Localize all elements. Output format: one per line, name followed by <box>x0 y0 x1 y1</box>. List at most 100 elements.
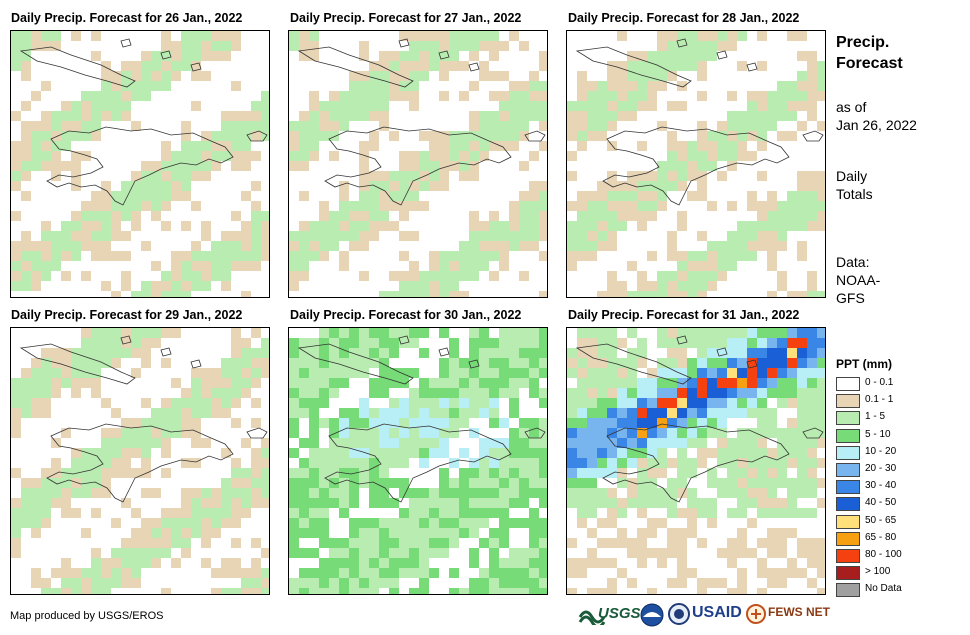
precip-cell <box>607 71 617 81</box>
precip-cell <box>529 358 539 368</box>
precip-cell <box>697 458 707 468</box>
precip-cell <box>567 111 577 121</box>
precip-cell <box>529 568 539 578</box>
precip-cell <box>597 368 607 378</box>
precip-cell <box>131 428 141 438</box>
precip-cell <box>231 478 241 488</box>
precip-cell <box>797 251 807 261</box>
precip-cell <box>757 558 767 568</box>
precip-cell <box>677 281 687 291</box>
precip-cell <box>101 468 111 478</box>
precip-cell <box>91 508 101 518</box>
precip-cell <box>797 81 807 91</box>
precip-cell <box>359 428 369 438</box>
precip-cell <box>369 191 379 201</box>
precip-cell <box>31 378 41 388</box>
precip-cell <box>519 558 529 568</box>
precip-cell <box>221 398 231 408</box>
precip-cell <box>469 458 479 468</box>
precip-cell <box>151 418 161 428</box>
precip-cell <box>81 358 91 368</box>
precip-cell <box>51 458 61 468</box>
coastline <box>676 38 688 48</box>
precip-cell <box>597 388 607 398</box>
precip-cell <box>201 408 211 418</box>
precip-cell <box>687 518 697 528</box>
precip-cell <box>319 468 329 478</box>
precip-cell <box>171 518 181 528</box>
precip-cell <box>539 518 547 528</box>
precip-cell <box>339 251 349 261</box>
precip-cell <box>11 31 21 41</box>
precip-cell <box>687 31 697 41</box>
precip-cell <box>231 468 241 478</box>
precip-cell <box>539 101 547 111</box>
precip-cell <box>479 398 489 408</box>
coastline <box>190 359 202 369</box>
precip-cell <box>667 61 677 71</box>
precip-cell <box>379 101 389 111</box>
precip-cell <box>767 488 777 498</box>
precip-cell <box>657 291 667 297</box>
precip-cell <box>309 358 319 368</box>
precip-cell <box>617 498 627 508</box>
precip-cell <box>329 338 339 348</box>
precip-cell <box>539 251 547 261</box>
precip-cell <box>161 528 171 538</box>
precip-cell <box>449 41 459 51</box>
precip-cell <box>429 251 439 261</box>
precip-cell <box>807 418 817 428</box>
precip-cell <box>807 558 817 568</box>
precip-cell <box>319 508 329 518</box>
precip-cell <box>489 588 499 594</box>
precip-cell <box>299 241 309 251</box>
precip-cell <box>261 488 269 498</box>
precip-cell <box>567 101 577 111</box>
precip-cell <box>349 111 359 121</box>
precip-cell <box>617 378 627 388</box>
precip-cell <box>419 161 429 171</box>
precip-cell <box>787 478 797 488</box>
precip-cell <box>339 538 349 548</box>
precip-cell <box>717 241 727 251</box>
precip-cell <box>349 488 359 498</box>
precip-cell <box>519 41 529 51</box>
precip-cell <box>261 468 269 478</box>
precip-cell <box>509 358 519 368</box>
precip-cell <box>171 558 181 568</box>
precip-cell <box>747 338 757 348</box>
precip-cell <box>697 61 707 71</box>
precip-cell <box>151 291 161 297</box>
precip-cell <box>657 338 667 348</box>
precip-cell <box>577 231 587 241</box>
precip-cell <box>509 388 519 398</box>
precip-cell <box>707 398 717 408</box>
precip-cell <box>41 241 51 251</box>
precip-cell <box>211 568 221 578</box>
precip-cell <box>429 518 439 528</box>
precip-cell <box>677 548 687 558</box>
precip-cell <box>121 418 131 428</box>
precip-cell <box>289 261 299 271</box>
precip-cell <box>251 261 261 271</box>
precip-cell <box>171 281 181 291</box>
precip-cell <box>171 538 181 548</box>
precip-cell <box>349 358 359 368</box>
precip-cell <box>737 328 747 338</box>
precip-cell <box>399 251 409 261</box>
precip-cell <box>439 51 449 61</box>
precip-cell <box>131 438 141 448</box>
precip-cell <box>211 488 221 498</box>
precip-cell <box>349 498 359 508</box>
precip-cell <box>429 281 439 291</box>
precip-cell <box>767 348 777 358</box>
precip-cell <box>299 478 309 488</box>
precip-cell <box>399 191 409 201</box>
precip-cell <box>727 368 737 378</box>
precip-cell <box>241 588 251 594</box>
precip-cell <box>717 378 727 388</box>
precip-cell <box>747 101 757 111</box>
precip-cell <box>379 538 389 548</box>
precip-cell <box>369 538 379 548</box>
precip-cell <box>479 231 489 241</box>
